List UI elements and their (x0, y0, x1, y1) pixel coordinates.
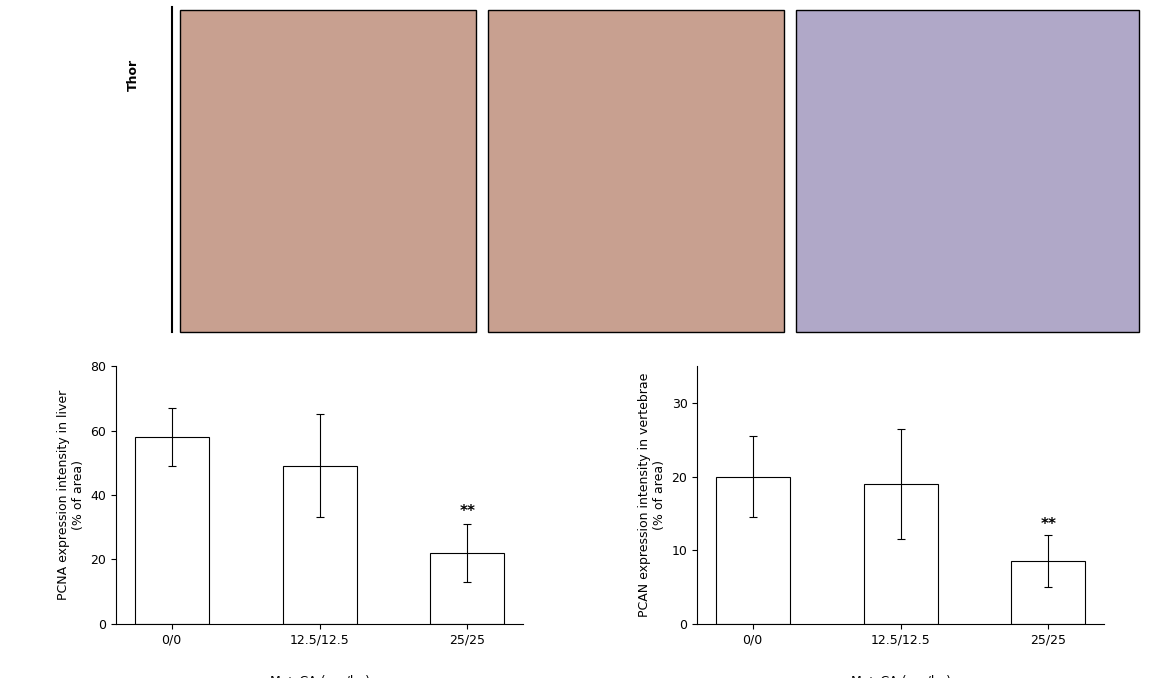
Text: Thor: Thor (127, 58, 141, 91)
FancyBboxPatch shape (180, 10, 476, 332)
Text: M + CA (mg/kg): M + CA (mg/kg) (270, 675, 370, 678)
FancyBboxPatch shape (796, 10, 1139, 332)
Text: **: ** (459, 504, 475, 519)
Text: **: ** (1040, 517, 1056, 532)
Y-axis label: PCAN expression intensity in vertebrae
(% of area): PCAN expression intensity in vertebrae (… (638, 373, 666, 617)
Y-axis label: PCNA expression intensity in liver
(% of area): PCNA expression intensity in liver (% of… (57, 390, 85, 600)
Bar (863, 484, 938, 624)
Bar (1011, 561, 1085, 624)
Text: M + CA (mg/kg): M + CA (mg/kg) (851, 675, 951, 678)
Bar (135, 437, 209, 624)
Bar (430, 553, 504, 624)
Bar (282, 466, 357, 624)
FancyBboxPatch shape (488, 10, 784, 332)
Bar (716, 477, 790, 624)
